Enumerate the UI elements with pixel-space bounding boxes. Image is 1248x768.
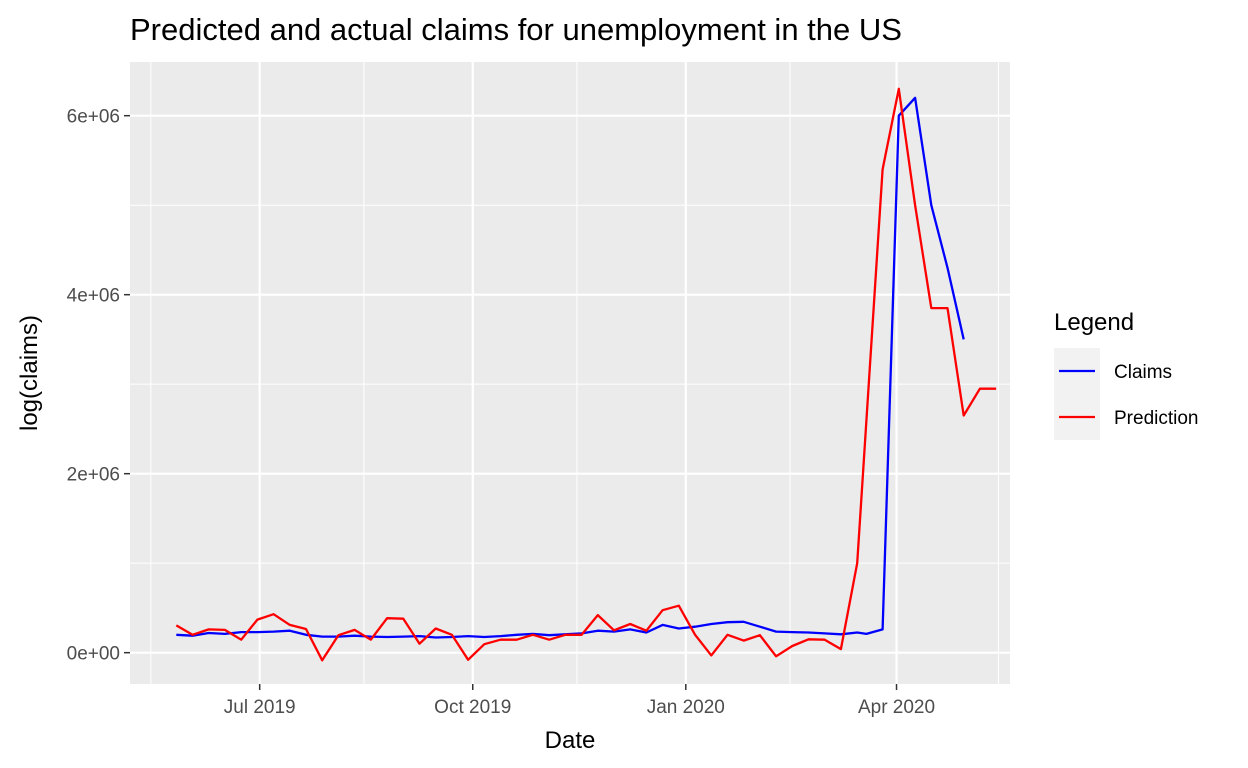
y-axis-title: log(claims) xyxy=(16,315,43,431)
x-axis-title: Date xyxy=(545,727,596,754)
y-tick-label: 4e+06 xyxy=(67,286,120,307)
x-tick-label: Jan 2020 xyxy=(647,697,725,718)
x-axis: Jul 2019 Oct 2019 Jan 2020 Apr 2020 xyxy=(224,684,935,718)
series-layer xyxy=(175,87,997,662)
y-axis: 0e+00 2e+06 4e+06 6e+06 xyxy=(67,107,130,665)
x-tick-label: Jul 2019 xyxy=(224,697,296,718)
legend-title: Legend xyxy=(1054,309,1134,336)
chart-title: Predicted and actual claims for unemploy… xyxy=(130,12,902,47)
minor-grid xyxy=(130,62,1010,684)
y-tick-label: 2e+06 xyxy=(67,465,120,486)
y-tick-label: 6e+06 xyxy=(67,107,120,128)
legend: Legend Claims Prediction xyxy=(1054,309,1199,440)
y-tick-label: 0e+00 xyxy=(67,644,120,665)
series-line-prediction xyxy=(175,87,997,662)
legend-label-claims: Claims xyxy=(1114,362,1172,383)
plot-panel xyxy=(130,62,1010,684)
x-tick-label: Oct 2019 xyxy=(434,697,511,718)
x-tick-label: Apr 2020 xyxy=(858,697,935,718)
legend-label-prediction: Prediction xyxy=(1114,408,1199,429)
